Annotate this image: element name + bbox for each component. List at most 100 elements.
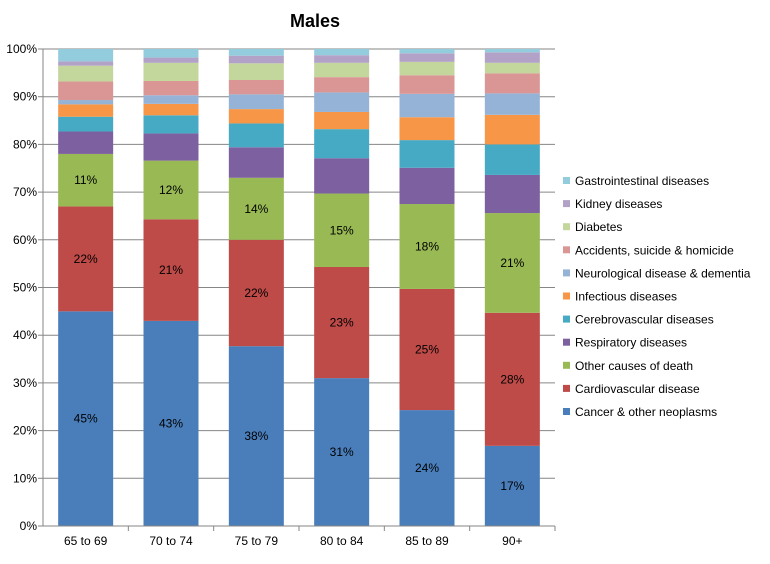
bar-segment [484, 144, 540, 175]
bar-segment [484, 213, 540, 313]
data-label: 24% [415, 461, 439, 475]
bar-segment [314, 193, 370, 267]
bar-segment [58, 81, 114, 101]
bar-segment [399, 93, 455, 118]
y-tick-label: 10% [13, 471, 37, 485]
legend-swatch [563, 246, 570, 254]
y-tick-label: 70% [13, 185, 37, 199]
data-label: 21% [159, 263, 183, 277]
legend-label: Infectious diseases [575, 290, 677, 304]
bar-segment [484, 52, 540, 63]
bar-segment [314, 62, 370, 78]
data-label: 23% [330, 316, 354, 330]
bar-segment [58, 49, 114, 62]
bar-segment [228, 55, 284, 64]
data-label: 22% [244, 286, 268, 300]
bar-segment [143, 160, 199, 220]
legend-label: Respiratory diseases [575, 336, 687, 350]
legend-swatch [563, 384, 570, 392]
bar-segment [399, 75, 455, 94]
bar-segment [484, 312, 540, 446]
bar-segment [484, 445, 540, 526]
legend-item: Infectious diseases [563, 290, 677, 304]
bar-segment [58, 311, 114, 526]
bar-segment [58, 206, 114, 312]
legend-label: Gastrointestinal diseases [575, 174, 709, 188]
bar-segment [58, 100, 114, 105]
legend-item: Cancer & other neoplasms [563, 405, 717, 419]
y-tick-label: 100% [6, 42, 37, 56]
bar-segment [484, 62, 540, 74]
data-label: 22% [74, 252, 98, 266]
legend-label: Accidents, suicide & homicide [575, 243, 734, 257]
data-label: 18% [415, 239, 439, 253]
x-tick-label: 75 to 79 [235, 534, 279, 548]
legend-label: Cancer & other neoplasms [575, 405, 717, 419]
data-label: 43% [159, 416, 183, 430]
bar-segment [314, 111, 370, 130]
bar-segment [484, 49, 540, 53]
legend-swatch [563, 200, 570, 208]
bar-segment [58, 131, 114, 154]
bar-segment [143, 133, 199, 161]
legend-item: Cerebrovascular diseases [563, 313, 714, 327]
y-tick-label: 20% [13, 424, 37, 438]
bar-segment [314, 378, 370, 526]
bar-segment [228, 147, 284, 178]
legend-item: Accidents, suicide & homicide [563, 243, 734, 257]
bar-segment [58, 61, 114, 66]
bar-segment [228, 177, 284, 240]
bar-segment [314, 266, 370, 379]
data-label: 45% [74, 412, 98, 426]
legend-swatch [563, 408, 570, 415]
legend-label: Neurological disease & dementia [575, 266, 751, 280]
bar-segment [228, 239, 284, 347]
bar-segment [484, 73, 540, 94]
legend-swatch [563, 177, 570, 184]
bar-segment [58, 65, 114, 82]
x-tick-label: 90+ [502, 534, 522, 548]
data-label: 28% [500, 372, 524, 386]
y-tick-label: 0% [20, 519, 38, 533]
legend-item: Respiratory diseases [563, 336, 687, 350]
legend-label: Cardiovascular disease [575, 382, 700, 396]
bar-segment [314, 158, 370, 194]
bar-segment [314, 92, 370, 112]
y-tick-label: 60% [13, 233, 37, 247]
data-label: 12% [159, 183, 183, 197]
bar-segment [143, 57, 199, 63]
legend-item: Gastrointestinal diseases [563, 174, 709, 188]
y-tick-label: 30% [13, 376, 37, 390]
bar-segment [484, 93, 540, 115]
legend-swatch [563, 338, 570, 346]
bar-segment [58, 104, 114, 117]
bar-segment [314, 129, 370, 159]
bar-segment [228, 109, 284, 124]
x-tick-label: 80 to 84 [320, 534, 364, 548]
data-label: 14% [244, 202, 268, 216]
x-tick-label: 70 to 74 [149, 534, 193, 548]
x-tick-label: 85 to 89 [405, 534, 449, 548]
legend-item: Cardiovascular disease [563, 382, 700, 396]
y-tick-label: 90% [13, 90, 37, 104]
bar-segment [228, 94, 284, 110]
legend-item: Neurological disease & dementia [563, 266, 751, 280]
data-label: 15% [330, 223, 354, 237]
bar-segment [228, 49, 284, 56]
legend-label: Kidney diseases [575, 197, 662, 211]
bar-segment [399, 140, 455, 168]
bar-segment [399, 117, 455, 141]
legend-label: Diabetes [575, 220, 622, 234]
legend-swatch [563, 269, 570, 277]
bar-segment [143, 95, 199, 104]
y-tick-label: 80% [13, 137, 37, 151]
legend-swatch [563, 361, 570, 369]
bar-segment [314, 49, 370, 56]
bar-segment [399, 61, 455, 76]
legend-swatch [563, 315, 570, 323]
data-label: 17% [500, 479, 524, 493]
bar-segment [228, 346, 284, 526]
bar-segment [58, 116, 114, 132]
data-label: 11% [74, 173, 97, 187]
